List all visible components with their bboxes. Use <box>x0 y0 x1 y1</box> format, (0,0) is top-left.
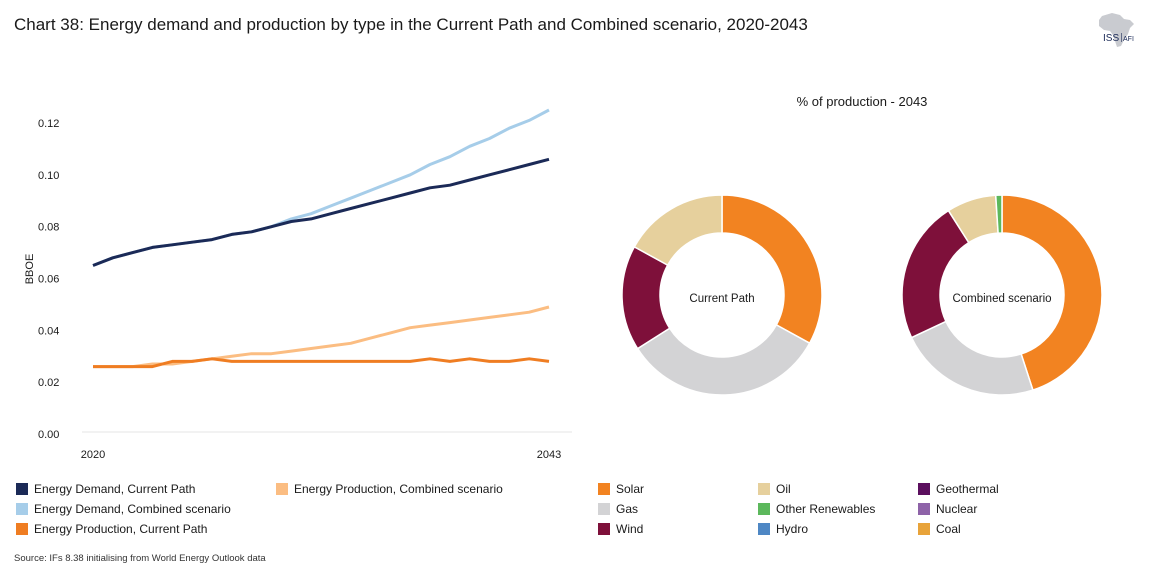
y-tick-label: 0.10 <box>38 170 59 182</box>
africa-map-icon: ISS AFI <box>1099 13 1134 47</box>
legend-item-coal: Coal <box>918 522 961 536</box>
y-tick-label: 0.00 <box>38 429 59 441</box>
source-note: Source: IFs 8.38 initialising from World… <box>14 553 266 564</box>
legend-swatch <box>598 523 610 535</box>
legend-label: Nuclear <box>936 502 978 516</box>
legend-swatch <box>276 483 288 495</box>
legend-swatch <box>598 503 610 515</box>
donut-slice-other-renewables <box>994 194 1003 234</box>
legend-swatch <box>758 503 770 515</box>
donut-slice-wind <box>901 209 970 339</box>
y-tick-label: 0.06 <box>38 274 59 286</box>
donut-current-path <box>621 194 823 396</box>
logo-text: ISS <box>1103 33 1119 44</box>
legend-item-oil: Oil <box>758 482 791 496</box>
legend-label: Coal <box>936 522 961 536</box>
iss-africa-logo: ISS AFI <box>1090 10 1140 50</box>
legend-label: Gas <box>616 502 639 516</box>
legend-swatch <box>758 483 770 495</box>
legend-label: Solar <box>616 482 645 496</box>
legend-swatch <box>598 483 610 495</box>
x-tick-label-end: 2043 <box>537 449 561 461</box>
series-line-energy-demand-current-path <box>92 157 550 267</box>
legend-swatch <box>16 483 28 495</box>
series-line-energy-demand-combined-scenario <box>92 108 550 267</box>
legend-label: Energy Demand, Combined scenario <box>34 502 231 516</box>
donut-chart: % of production - 2043 Current Path Comb… <box>621 94 1103 396</box>
legend-item-hydro: Hydro <box>758 522 808 536</box>
y-tick-label: 0.02 <box>38 377 59 389</box>
legend-label: Energy Production, Combined scenario <box>294 482 503 496</box>
legend-item-nuclear: Nuclear <box>918 502 977 516</box>
line-chart: 0.00 0.02 0.04 0.06 0.08 0.10 0.12 BBOE 2020 2… <box>24 108 572 461</box>
legend-item-demand-cp: Energy Demand, Current Path <box>16 482 195 496</box>
legend-label: Oil <box>776 482 791 496</box>
legend-label: Energy Demand, Current Path <box>34 482 196 496</box>
legend-label: Geothermal <box>936 482 999 496</box>
legend-label: Other Renewables <box>776 502 876 516</box>
y-tick-label: 0.04 <box>38 325 59 337</box>
logo-subtext: AFI <box>1123 36 1134 43</box>
legend-label: Energy Production, Current Path <box>34 522 208 536</box>
legend-swatch <box>16 503 28 515</box>
legend-item-solar: Solar <box>598 482 644 496</box>
legend-swatch <box>758 523 770 535</box>
legend-item-prod-comb: Energy Production, Combined scenario <box>276 482 503 496</box>
legend-swatch <box>918 523 930 535</box>
donut-slice-gas <box>636 323 811 396</box>
donut-chart-title: % of production - 2043 <box>797 94 928 109</box>
donut-label-combined-scenario: Combined scenario <box>952 293 1051 305</box>
legend-swatch <box>918 483 930 495</box>
series-line-energy-production-combined-scenario <box>93 305 550 369</box>
legend-item-gas: Gas <box>598 502 638 516</box>
donut-label-current-path: Current Path <box>689 293 754 305</box>
x-tick-label-start: 2020 <box>81 449 105 461</box>
y-axis-title: BBOE <box>24 254 36 285</box>
legend-item-prod-cp: Energy Production, Current Path <box>16 522 207 536</box>
series-lines <box>92 108 550 369</box>
legend-label: Hydro <box>776 522 809 536</box>
page-title: Chart 38: Energy demand and production b… <box>14 15 808 34</box>
legend-swatch <box>918 503 930 515</box>
donut-slice-gas <box>910 320 1034 396</box>
legend-item-demand-comb: Energy Demand, Combined scenario <box>16 502 231 516</box>
legend-label: Wind <box>616 522 644 536</box>
donut-slice-solar <box>721 194 823 345</box>
donut-slice-solar <box>1001 194 1103 392</box>
y-tick-label: 0.12 <box>38 118 59 130</box>
legend-item-other-renewables: Other Renewables <box>758 502 875 516</box>
donut-combined-scenario <box>901 194 1103 396</box>
series-line-energy-production-current-path <box>93 357 550 369</box>
legend-item-geothermal: Geothermal <box>918 482 999 496</box>
legend-swatch <box>16 523 28 535</box>
y-axis-ticks: 0.00 0.02 0.04 0.06 0.08 0.10 0.12 <box>38 118 59 441</box>
legend-item-wind: Wind <box>598 522 643 536</box>
y-tick-label: 0.08 <box>38 222 59 234</box>
donut-slice-oil <box>633 194 723 267</box>
